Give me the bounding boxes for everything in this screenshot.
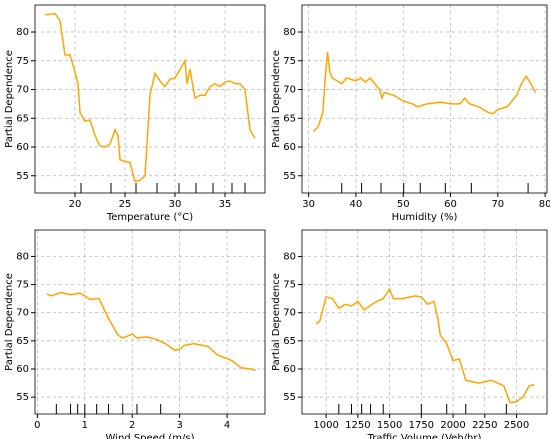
y-tick-label: 65 (16, 113, 29, 124)
x-tick-label: 1250 (345, 420, 370, 431)
y-axis-label: Partial Dependence (4, 273, 15, 371)
x-axis-label: Traffic Volume (Veh/hr) (367, 433, 482, 439)
y-tick-label: 75 (16, 280, 29, 291)
y-tick-label: 60 (283, 364, 296, 375)
x-tick-label: 40 (350, 199, 363, 210)
pd-line (46, 291, 256, 371)
y-tick-label: 55 (16, 392, 29, 403)
y-tick-label: 60 (283, 142, 296, 153)
y-tick-label: 80 (16, 251, 29, 262)
y-tick-label: 55 (283, 171, 296, 182)
y-tick-label: 65 (283, 113, 296, 124)
x-tick-label: 2000 (440, 420, 465, 431)
x-tick-label: 50 (397, 199, 410, 210)
y-tick-label: 70 (283, 308, 296, 319)
x-tick-label: 2500 (504, 420, 529, 431)
x-tick-label: 2 (129, 420, 135, 431)
x-tick-label: 2250 (472, 420, 497, 431)
x-tick-label: 80 (539, 199, 550, 210)
x-tick-label: 20 (69, 199, 82, 210)
y-tick-label: 70 (16, 308, 29, 319)
y-tick-label: 55 (283, 392, 296, 403)
axes-frame (301, 229, 548, 415)
x-tick-label: 60 (444, 199, 457, 210)
axes-frame (301, 4, 548, 194)
x-tick-label: 30 (169, 199, 182, 210)
pd-line (44, 12, 256, 183)
x-tick-label: 0 (34, 420, 40, 431)
x-tick-label: 4 (224, 420, 230, 431)
x-tick-label: 1000 (313, 420, 338, 431)
x-axis-label: Temperature (°C) (106, 212, 193, 223)
y-tick-label: 80 (283, 27, 296, 38)
y-tick-label: 80 (283, 251, 296, 262)
y-tick-label: 80 (16, 27, 29, 38)
pd-line (315, 287, 535, 404)
axes-frame (34, 229, 266, 415)
y-tick-label: 70 (16, 85, 29, 96)
y-tick-label: 55 (16, 171, 29, 182)
x-axis-label: Humidity (%) (392, 212, 458, 223)
x-tick-label: 1750 (409, 420, 434, 431)
y-tick-label: 75 (283, 280, 296, 291)
x-tick-label: 1 (82, 420, 88, 431)
y-tick-label: 75 (16, 56, 29, 67)
x-tick-label: 1500 (377, 420, 402, 431)
x-axis-label: Wind Speed (m/s) (106, 433, 195, 439)
x-tick-label: 3 (176, 420, 182, 431)
y-axis-label: Partial Dependence (271, 273, 282, 371)
y-tick-label: 60 (16, 142, 29, 153)
y-axis-label: Partial Dependence (4, 50, 15, 148)
pd-line (312, 52, 537, 133)
y-tick-label: 75 (283, 56, 296, 67)
x-tick-label: 25 (119, 199, 132, 210)
y-tick-label: 70 (283, 85, 296, 96)
x-tick-label: 35 (219, 199, 232, 210)
axes-frame (34, 4, 266, 194)
x-tick-label: 30 (302, 199, 315, 210)
y-axis-label: Partial Dependence (271, 50, 282, 148)
y-tick-label: 65 (16, 336, 29, 347)
y-tick-label: 65 (283, 336, 296, 347)
y-tick-label: 60 (16, 364, 29, 375)
x-tick-label: 70 (491, 199, 504, 210)
